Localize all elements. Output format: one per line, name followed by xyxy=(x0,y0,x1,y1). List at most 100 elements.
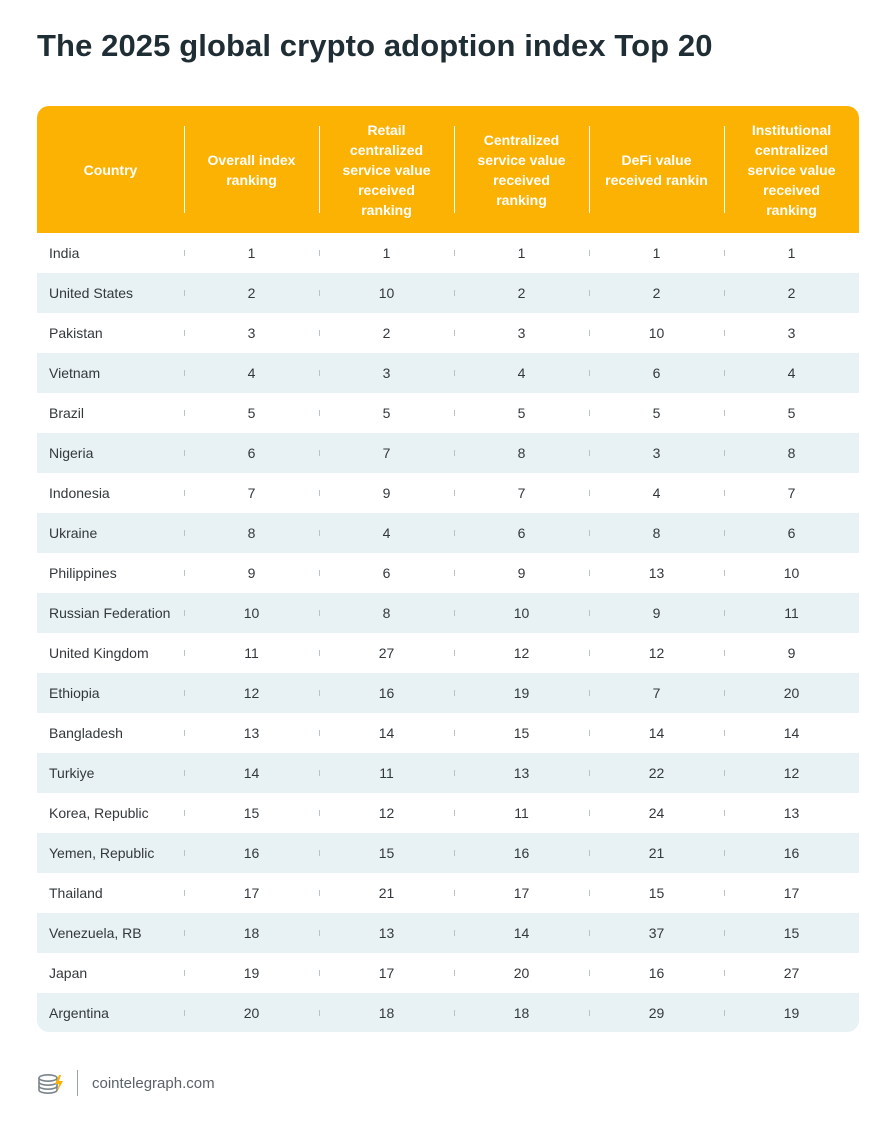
centralized-ranking-cell: 8 xyxy=(454,433,589,473)
table-row: Korea, Republic 15 12 11 24 13 xyxy=(37,793,859,833)
institutional-ranking-cell: 6 xyxy=(724,513,859,553)
retail-ranking-cell: 9 xyxy=(319,473,454,513)
page-title: The 2025 global crypto adoption index To… xyxy=(37,28,713,63)
footer-divider xyxy=(77,1070,78,1096)
centralized-ranking-cell: 9 xyxy=(454,553,589,593)
overall-index-ranking-cell: 2 xyxy=(184,273,319,313)
country-cell: Nigeria xyxy=(37,433,184,473)
table-row: Thailand 17 21 17 15 17 xyxy=(37,873,859,913)
retail-ranking-cell: 1 xyxy=(319,233,454,273)
overall-index-ranking-cell: 13 xyxy=(184,713,319,753)
overall-index-ranking-cell: 9 xyxy=(184,553,319,593)
centralized-ranking-cell: 14 xyxy=(454,913,589,953)
defi-ranking-cell: 6 xyxy=(589,353,724,393)
overall-index-ranking-cell: 15 xyxy=(184,793,319,833)
centralized-ranking-cell: 3 xyxy=(454,313,589,353)
footer-site-text: cointelegraph.com xyxy=(92,1074,215,1092)
country-cell: Argentina xyxy=(37,993,184,1032)
overall-index-ranking-cell: 14 xyxy=(184,753,319,793)
defi-ranking-cell: 12 xyxy=(589,633,724,673)
defi-ranking-cell: 7 xyxy=(589,673,724,713)
retail-ranking-cell: 15 xyxy=(319,833,454,873)
institutional-ranking-cell: 2 xyxy=(724,273,859,313)
defi-ranking-cell: 15 xyxy=(589,873,724,913)
overall-index-ranking-cell: 11 xyxy=(184,633,319,673)
table-header: Country Overall index ranking Retail centr… xyxy=(37,106,859,233)
institutional-ranking-cell: 20 xyxy=(724,673,859,713)
institutional-ranking-cell: 13 xyxy=(724,793,859,833)
centralized-ranking-cell: 12 xyxy=(454,633,589,673)
defi-ranking-cell: 29 xyxy=(589,993,724,1032)
institutional-ranking-cell: 15 xyxy=(724,913,859,953)
table-row: Nigeria 6 7 8 3 8 xyxy=(37,433,859,473)
country-cell: Ethiopia xyxy=(37,673,184,713)
overall-index-ranking-cell: 20 xyxy=(184,993,319,1032)
centralized-ranking-cell: 18 xyxy=(454,993,589,1032)
cointelegraph-logo-icon xyxy=(38,1074,63,1095)
centralized-ranking-cell: 20 xyxy=(454,953,589,993)
institutional-ranking-cell: 27 xyxy=(724,953,859,993)
defi-ranking-cell: 24 xyxy=(589,793,724,833)
table-header-row: Country Overall index ranking Retail centr… xyxy=(37,106,859,233)
table-row: Yemen, Republic 16 15 16 21 16 xyxy=(37,833,859,873)
retail-ranking-cell: 27 xyxy=(319,633,454,673)
table-row: India 1 1 1 1 1 xyxy=(37,233,859,273)
retail-ranking-cell: 6 xyxy=(319,553,454,593)
column-header-centralized-ranking: Centralized service value received ranki… xyxy=(454,106,589,233)
retail-ranking-cell: 7 xyxy=(319,433,454,473)
country-cell: Ukraine xyxy=(37,513,184,553)
defi-ranking-cell: 1 xyxy=(589,233,724,273)
column-header-country: Country xyxy=(37,106,184,233)
footer: cointelegraph.com xyxy=(37,1068,215,1098)
institutional-ranking-cell: 14 xyxy=(724,713,859,753)
retail-ranking-cell: 13 xyxy=(319,913,454,953)
institutional-ranking-cell: 8 xyxy=(724,433,859,473)
adoption-index-table: Country Overall index ranking Retail centr… xyxy=(37,106,859,1032)
country-cell: Vietnam xyxy=(37,353,184,393)
institutional-ranking-cell: 16 xyxy=(724,833,859,873)
retail-ranking-cell: 18 xyxy=(319,993,454,1032)
retail-ranking-cell: 4 xyxy=(319,513,454,553)
overall-index-ranking-cell: 12 xyxy=(184,673,319,713)
overall-index-ranking-cell: 8 xyxy=(184,513,319,553)
centralized-ranking-cell: 16 xyxy=(454,833,589,873)
overall-index-ranking-cell: 5 xyxy=(184,393,319,433)
defi-ranking-cell: 16 xyxy=(589,953,724,993)
institutional-ranking-cell: 7 xyxy=(724,473,859,513)
overall-index-ranking-cell: 6 xyxy=(184,433,319,473)
overall-index-ranking-cell: 17 xyxy=(184,873,319,913)
column-header-defi-ranking: DeFi value received rankin xyxy=(589,106,724,233)
overall-index-ranking-cell: 19 xyxy=(184,953,319,993)
retail-ranking-cell: 2 xyxy=(319,313,454,353)
country-cell: Korea, Republic xyxy=(49,805,149,821)
retail-ranking-cell: 10 xyxy=(319,273,454,313)
overall-index-ranking-cell: 1 xyxy=(184,233,319,273)
table-body: India 1 1 1 1 1 United States 2 10 2 2 2 Pakistan 3 2 3… xyxy=(37,233,859,1032)
country-cell: Russian Federation xyxy=(37,593,184,633)
table-row: Venezuela, RB 18 13 14 37 15 xyxy=(37,913,859,953)
table-row: Ethiopia 12 16 19 7 20 xyxy=(37,673,859,713)
institutional-ranking-cell: 19 xyxy=(724,993,859,1032)
defi-ranking-cell: 4 xyxy=(589,473,724,513)
column-header-institutional-ranking: Institutional centralized service value … xyxy=(724,106,859,233)
defi-ranking-cell: 8 xyxy=(589,513,724,553)
table-row: Brazil 5 5 5 5 5 xyxy=(37,393,859,433)
country-cell: Yemen, Republic xyxy=(37,833,184,873)
defi-ranking-cell: 2 xyxy=(589,273,724,313)
country-cell: India xyxy=(49,245,80,261)
table-row: Ukraine 8 4 6 8 6 xyxy=(37,513,859,553)
table-row: Argentina 20 18 18 29 19 xyxy=(37,993,859,1032)
table-row: Turkiye 14 11 13 22 12 xyxy=(37,753,859,793)
retail-ranking-cell: 8 xyxy=(319,593,454,633)
defi-ranking-cell: 10 xyxy=(589,313,724,353)
table-row: Japan 19 17 20 16 27 xyxy=(37,953,859,993)
defi-ranking-cell: 13 xyxy=(589,553,724,593)
institutional-ranking-cell: 1 xyxy=(724,233,859,273)
defi-ranking-cell: 14 xyxy=(589,713,724,753)
adoption-index-table-container: Country Overall index ranking Retail centr… xyxy=(37,106,859,1032)
table-row: Philippines 9 6 9 13 10 xyxy=(37,553,859,593)
retail-ranking-cell: 17 xyxy=(319,953,454,993)
retail-ranking-cell: 3 xyxy=(319,353,454,393)
retail-ranking-cell: 14 xyxy=(319,713,454,753)
table-row: Vietnam 4 3 4 6 4 xyxy=(37,353,859,393)
